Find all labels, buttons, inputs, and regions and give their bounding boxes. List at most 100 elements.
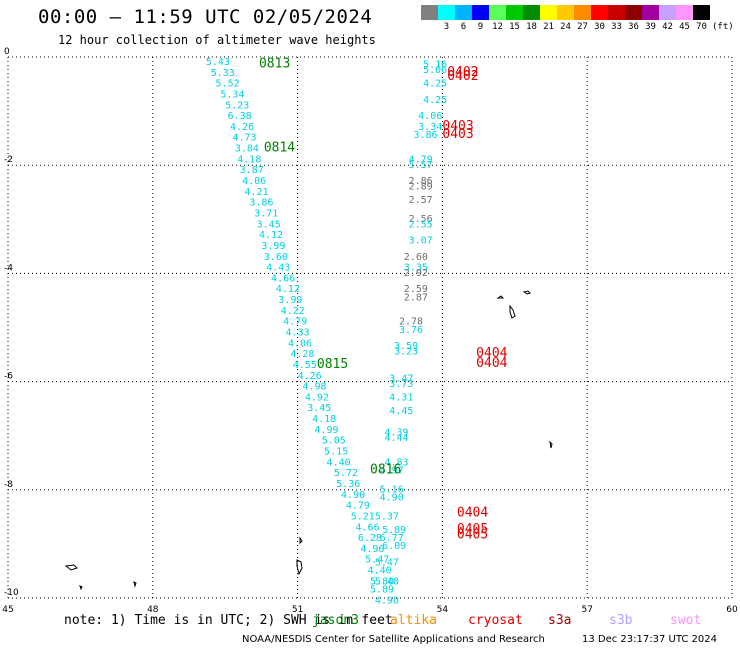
wave-height-value: 4.06 <box>418 111 442 122</box>
track-label: 0813 <box>259 57 290 72</box>
legend-swatch <box>455 5 472 20</box>
legend-label: 39 <box>645 22 656 32</box>
wave-height-value: 3.35 <box>404 263 428 274</box>
wave-height-value: 5.21 <box>351 511 375 522</box>
wave-height-value: 2.59 <box>404 284 428 295</box>
coastline <box>522 290 531 295</box>
color-legend: 3 6 9 12 15 18 21 24 27 30 33 36 39 42 45 70 (ft) <box>421 5 734 32</box>
wave-height-value: 4.55 <box>293 360 317 371</box>
wave-height-value: 4.90 <box>341 490 365 501</box>
y-tick-label: -10 <box>4 588 19 598</box>
footer-timestamp: 13 Dec 23:17:37 UTC 2024 <box>582 634 717 645</box>
legend-swatch <box>540 5 557 20</box>
wave-height-value: 3.34 <box>418 122 442 133</box>
wave-height-value: 5.72 <box>334 468 358 479</box>
wave-height-value: 4.96 <box>360 544 384 555</box>
wave-height-value: 4.25 <box>423 79 447 90</box>
y-tick-label: -4 <box>4 263 13 273</box>
wave-height-value: 4.90 <box>375 595 399 606</box>
legend-swatch <box>557 5 574 20</box>
wave-height-value: 3.76 <box>399 325 423 336</box>
track-label: 0816 <box>370 462 401 477</box>
wave-height-value: 3.07 <box>409 236 433 247</box>
legend-swatch <box>421 5 438 20</box>
track-label: 0403 <box>442 127 473 142</box>
satellite-label: jason3 <box>312 613 359 628</box>
wave-height-value: 5.36 <box>336 479 360 490</box>
wave-height-value: 4.26 <box>230 122 254 133</box>
legend-swatch <box>438 5 455 20</box>
legend-label: 21 <box>543 22 554 32</box>
wave-height-value: 4.18 <box>312 414 336 425</box>
legend-label: 9 <box>477 22 484 32</box>
wave-height-value: 4.97 <box>380 465 404 476</box>
wave-height-value: 4.79 <box>283 317 307 328</box>
legend-swatch <box>489 5 506 20</box>
wave-height-value: 4.66 <box>271 273 295 284</box>
wave-height-value: 4.43 <box>266 263 290 274</box>
wave-height-value: 4.25 <box>423 95 447 106</box>
y-tick-label: 0 <box>4 47 10 57</box>
wave-height-value: 4.21 <box>245 187 269 198</box>
wave-height-value: 4.99 <box>314 425 338 436</box>
wave-height-value: 4.39 <box>384 428 408 439</box>
legend-label: 36 <box>628 22 639 32</box>
wave-height-value: 2.86 <box>409 176 433 187</box>
wave-height-value: 4.31 <box>389 392 413 403</box>
wave-height-value: 5.52 <box>216 79 240 90</box>
wave-height-value: 4.12 <box>276 284 300 295</box>
wave-height-value: 5.37 <box>375 511 399 522</box>
wave-height-value: 4.73 <box>232 133 256 144</box>
wave-height-value: 3.59 <box>394 341 418 352</box>
wave-height-value: 3.86 <box>249 198 273 209</box>
legend-label: 12 <box>492 22 503 32</box>
wave-height-value: 2.57 <box>409 195 433 206</box>
legend-label: 24 <box>560 22 571 32</box>
wave-height-value: 4.12 <box>259 230 283 241</box>
legend-swatch <box>693 5 710 20</box>
legend-swatch <box>608 5 625 20</box>
wave-height-value: 4.28 <box>290 349 314 360</box>
wave-height-value: 5.16 <box>380 484 404 495</box>
page-title: 00:00 – 11:59 UTC 02/05/2024 <box>38 6 373 28</box>
legend-swatch <box>472 5 489 20</box>
wave-height-value: 3.99 <box>278 295 302 306</box>
wave-height-value: 3.99 <box>261 241 285 252</box>
track-label: 0404 <box>457 506 488 521</box>
legend-swatch <box>625 5 642 20</box>
wave-height-value: 4.26 <box>298 371 322 382</box>
wave-height-value: 3.47 <box>389 373 413 384</box>
wave-height-value: 4.06 <box>242 176 266 187</box>
footer-credit: NOAA/NESDIS Center for Satellite Applica… <box>242 634 545 645</box>
wave-height-value: 3.84 <box>235 144 259 155</box>
coastline <box>496 295 505 299</box>
legend-swatches <box>421 5 734 20</box>
wave-height-value: 5.23 <box>225 100 249 111</box>
wave-height-value: 4.79 <box>346 501 370 512</box>
wave-height-value: 3.86 <box>413 130 437 141</box>
wave-height-value: 2.56 <box>409 214 433 225</box>
x-tick-label: 48 <box>147 605 159 615</box>
wave-height-value: 3.73 <box>389 379 413 390</box>
x-tick-label: 57 <box>581 605 592 615</box>
wave-height-value: 5.06 <box>423 65 447 76</box>
legend-label: 45 <box>679 22 690 32</box>
wave-height-value: 5.05 <box>322 436 346 447</box>
wave-height-value: 5.15 <box>324 447 348 458</box>
coastline <box>509 304 516 319</box>
wave-height-value: 3.87 <box>240 165 264 176</box>
wave-height-value: 5.57 <box>409 160 433 171</box>
legend-label: 27 <box>577 22 588 32</box>
wave-height-value: 4.22 <box>281 306 305 317</box>
wave-height-value: 4.40 <box>327 457 351 468</box>
wave-height-value: 6.77 <box>380 533 404 544</box>
legend-label: 18 <box>526 22 537 32</box>
wave-height-value: 4.90 <box>380 493 404 504</box>
wave-height-value: 4.45 <box>389 406 413 417</box>
legend-label: 15 <box>509 22 520 32</box>
note-text: note: 1) Time is in UTC; 2) SWH is in fe… <box>64 613 393 628</box>
track-label: 0814 <box>264 141 295 156</box>
wave-height-value: 2.78 <box>399 317 423 328</box>
